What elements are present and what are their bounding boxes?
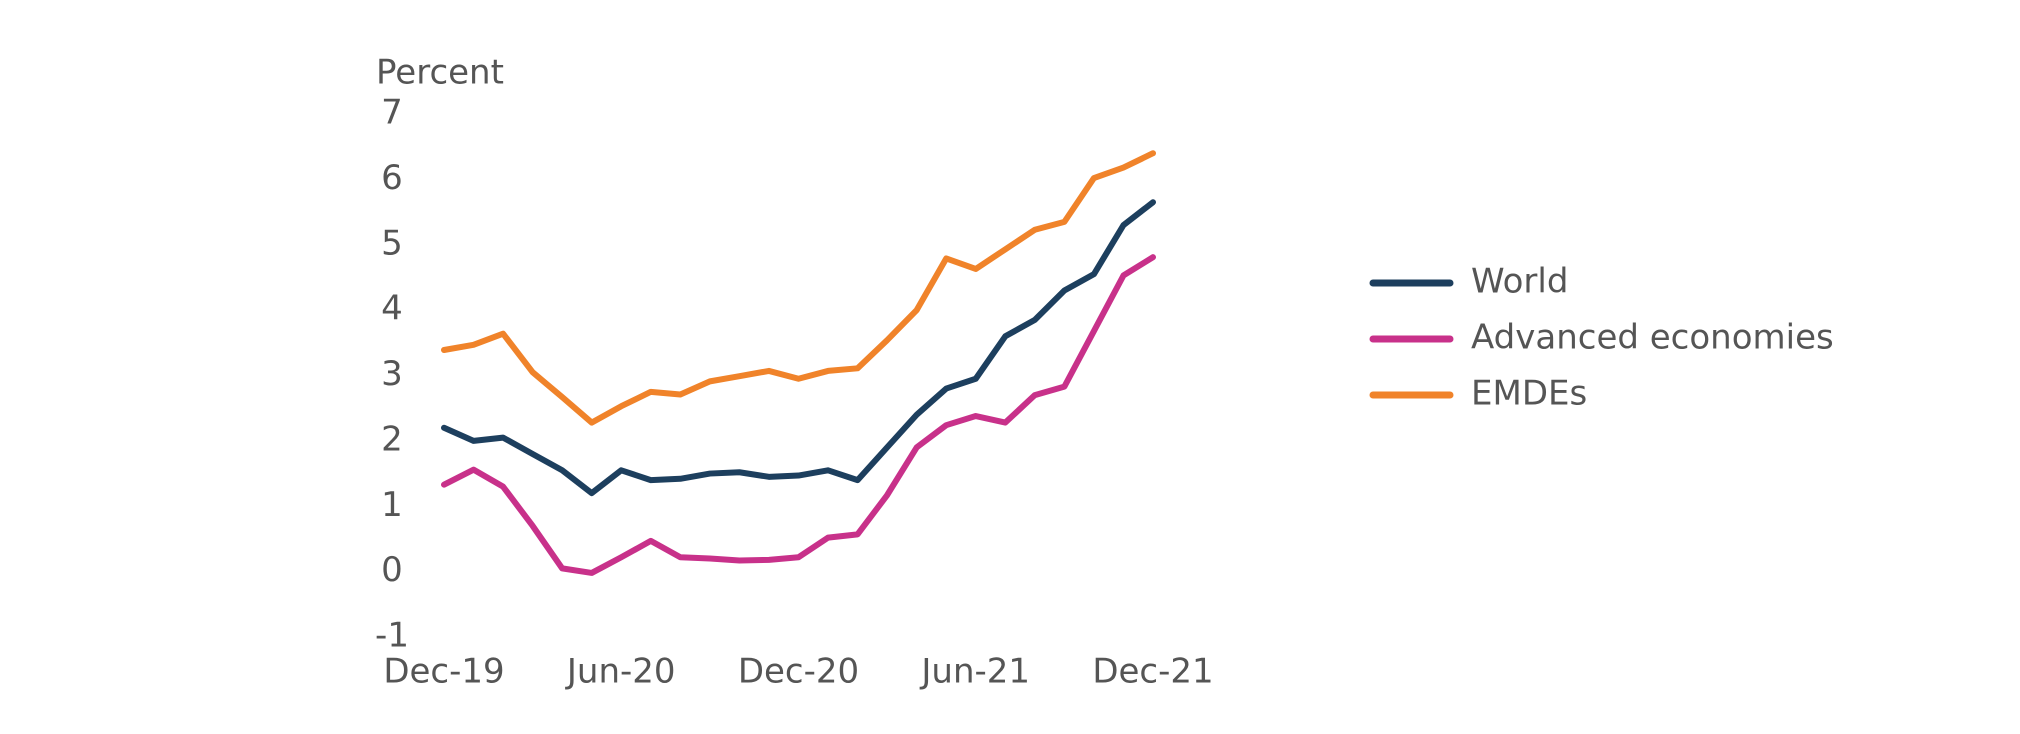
y-tick-label: 1 [381, 485, 403, 525]
y-tick-label: 5 [381, 223, 403, 263]
legend-label: Advanced economies [1471, 318, 1834, 358]
y-tick-label: 0 [381, 550, 403, 590]
legend-label: EMDEs [1471, 374, 1587, 414]
legend-label: World [1471, 262, 1568, 302]
x-tick-label: Dec-19 [383, 652, 504, 692]
x-tick-label: Dec-21 [1092, 652, 1213, 692]
y-tick-label: 6 [381, 158, 403, 198]
y-tick-label: 3 [381, 354, 403, 394]
x-tick-label: Jun-20 [565, 652, 676, 692]
y-tick-label: 2 [381, 419, 403, 459]
series-line [441, 150, 1156, 426]
y-axis-label: Percent [376, 53, 504, 93]
y-tick-label: 4 [381, 289, 403, 329]
x-tick-label: Dec-20 [738, 652, 859, 692]
y-tick-label: -1 [375, 616, 409, 656]
series-line [441, 254, 1156, 576]
x-tick-label: Jun-21 [919, 652, 1030, 692]
series-line [441, 199, 1156, 497]
y-tick-label: 7 [381, 93, 403, 133]
